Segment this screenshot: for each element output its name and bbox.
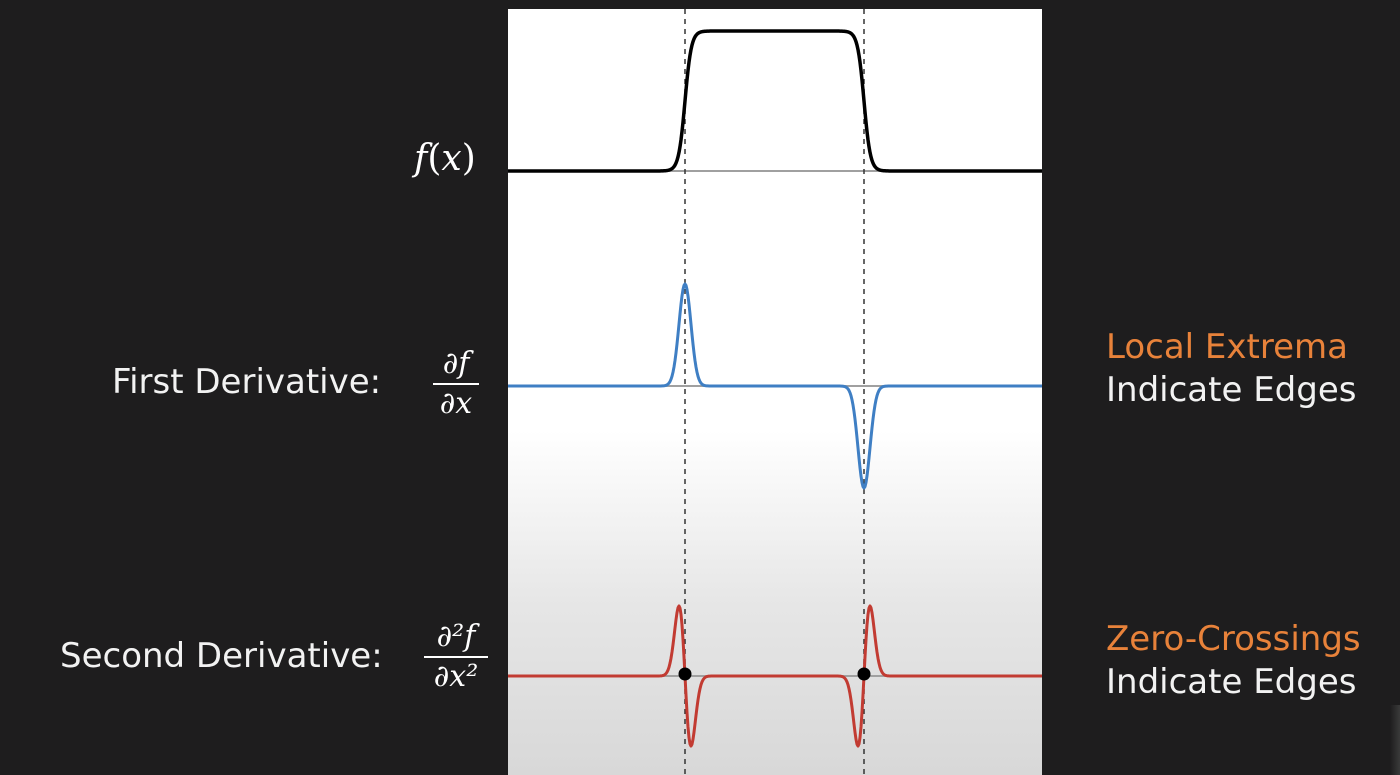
fraction-bar [433, 383, 479, 385]
function-label-x: x [441, 138, 462, 179]
function-label-open: ( [427, 138, 442, 179]
fraction-bar [424, 656, 488, 658]
zero-crossing-marker-right [857, 667, 871, 681]
first-derivative-label: First Derivative: [112, 362, 382, 402]
second-derivative-fraction: ∂²f ∂x² [424, 619, 488, 695]
extrema-subtitle: Indicate Edges [1106, 370, 1357, 410]
second-derivative-label: Second Derivative: [60, 636, 383, 676]
first-derivative-denominator: ∂x [439, 386, 473, 421]
function-label-f: f [414, 138, 428, 179]
second-derivative-curve [508, 604, 1042, 748]
plot-panel [508, 9, 1042, 775]
zero-crossing-marker-left [678, 667, 692, 681]
frame-edge [1390, 705, 1400, 775]
function-label: f(x) [414, 138, 476, 179]
first-derivative-fraction: ∂f ∂x [433, 346, 479, 422]
derivative-plot [508, 9, 1042, 775]
first-derivative-curve [508, 282, 1042, 490]
second-derivative-numerator: ∂²f [436, 619, 476, 654]
function-curve [508, 29, 1042, 173]
zero-crossings-subtitle: Indicate Edges [1106, 662, 1357, 702]
extrema-title: Local Extrema [1106, 327, 1348, 367]
function-label-close: ) [461, 138, 476, 179]
first-derivative-numerator: ∂f [442, 346, 470, 381]
second-derivative-denominator: ∂x² [433, 659, 479, 694]
zero-crossings-title: Zero-Crossings [1106, 619, 1361, 659]
